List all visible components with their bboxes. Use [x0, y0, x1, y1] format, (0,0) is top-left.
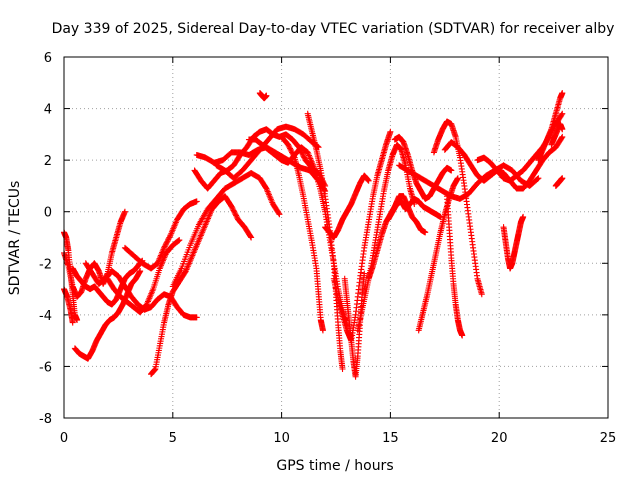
- y-tick-labels: -8 -6 -4 -2 0 2 4 6: [39, 51, 52, 427]
- series-arc-19: [330, 128, 394, 344]
- data-point-marker: [285, 141, 292, 148]
- data-point-marker: [165, 235, 172, 242]
- data-point-marker: [229, 204, 236, 211]
- series-arc-7: [104, 237, 183, 316]
- data-point-marker: [290, 151, 297, 158]
- x-tick-label: 0: [60, 431, 68, 446]
- series-arc-10: [169, 170, 283, 290]
- data-point-marker: [166, 234, 173, 241]
- data-point-marker: [161, 243, 168, 250]
- data-point-marker: [193, 314, 200, 321]
- y-tick-label: 0: [44, 206, 52, 221]
- data-point-marker: [233, 213, 240, 220]
- data-point-marker: [263, 92, 270, 99]
- data-point-marker: [193, 198, 200, 205]
- data-point-marker: [289, 149, 296, 156]
- data-point-marker: [361, 270, 368, 277]
- data-point-marker: [248, 234, 255, 241]
- data-point-marker: [161, 244, 168, 251]
- data-point-marker: [291, 153, 298, 160]
- data-point-marker: [301, 154, 308, 161]
- data-point-marker: [166, 233, 173, 240]
- data-point-marker: [300, 153, 307, 160]
- data-point-marker: [230, 207, 237, 214]
- y-tick-label: 4: [44, 103, 52, 118]
- data-point-marker: [229, 206, 236, 213]
- series-arc-17: [304, 110, 346, 373]
- series-arc-9: [148, 193, 255, 378]
- data-point-marker: [478, 291, 485, 298]
- data-point-marker: [276, 211, 283, 218]
- data-marks: [61, 90, 566, 380]
- data-point-marker: [286, 144, 293, 151]
- y-tick-label: -4: [39, 309, 52, 324]
- data-point-marker: [287, 146, 294, 153]
- x-tick-labels: 0 5 10 15 20 25: [60, 431, 616, 446]
- data-point-marker: [299, 150, 306, 157]
- series-arc-6: [82, 260, 200, 321]
- data-point-marker: [231, 208, 238, 215]
- data-point-marker: [162, 242, 169, 249]
- data-point-marker: [121, 208, 128, 215]
- data-point-marker: [231, 210, 238, 217]
- y-tick-label: 2: [44, 154, 52, 169]
- series-arc-33: [552, 175, 566, 189]
- data-point-marker: [163, 239, 170, 246]
- data-point-marker: [176, 237, 183, 244]
- data-point-marker: [247, 233, 254, 240]
- series-arc-2: [61, 286, 76, 326]
- x-tick-label: 20: [491, 431, 508, 446]
- y-tick-label: 6: [44, 51, 52, 66]
- x-tick-label: 10: [273, 431, 290, 446]
- data-point-marker: [262, 184, 269, 191]
- data-point-marker: [289, 150, 296, 157]
- chart-title: Day 339 of 2025, Sidereal Day-to-day VTE…: [52, 21, 615, 37]
- data-point-marker: [339, 366, 346, 373]
- data-point-marker: [232, 211, 239, 218]
- data-point-marker: [165, 237, 172, 244]
- x-tick-label: 15: [382, 431, 399, 446]
- series-arc-8: [121, 198, 200, 272]
- y-tick-label: -2: [39, 257, 52, 272]
- data-point-marker: [137, 268, 144, 275]
- x-tick-label: 25: [600, 431, 617, 446]
- data-point-marker: [365, 177, 372, 184]
- y-tick-label: -8: [39, 412, 52, 427]
- data-point-marker: [387, 128, 394, 135]
- series-arc-14: [256, 90, 270, 102]
- data-point-marker: [285, 142, 292, 149]
- series-arc-28: [443, 193, 466, 339]
- data-point-marker: [287, 145, 294, 152]
- data-point-marker: [288, 148, 295, 155]
- data-point-marker: [182, 269, 189, 276]
- data-point-marker: [319, 327, 326, 334]
- y-axis-label: SDTVAR / TECUs: [7, 181, 23, 296]
- series-arc-18: [322, 172, 372, 241]
- data-point-marker: [275, 210, 282, 217]
- data-point-marker: [164, 238, 171, 245]
- x-axis-label: GPS time / hours: [276, 458, 393, 474]
- data-point-marker: [163, 240, 170, 247]
- data-point-marker: [228, 203, 235, 210]
- data-point-marker: [233, 212, 240, 219]
- y-tick-label: -6: [39, 360, 52, 375]
- x-tick-label: 5: [169, 431, 177, 446]
- data-point-marker: [69, 319, 76, 326]
- data-point-marker: [299, 151, 306, 158]
- series-arc-16: [278, 133, 326, 334]
